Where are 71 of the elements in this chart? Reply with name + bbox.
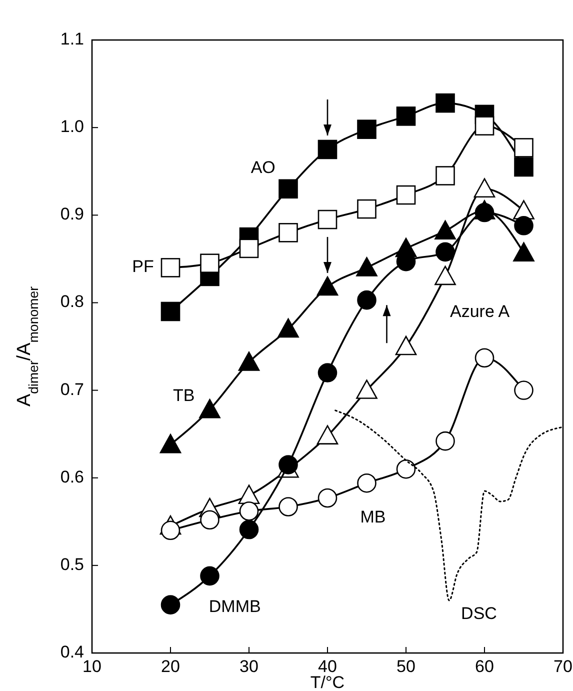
point (199, 398, 220, 418)
point (318, 488, 338, 508)
series-label: PF (132, 257, 154, 276)
x-tick-label: 60 (475, 657, 494, 676)
point (436, 93, 455, 113)
series-label: DMMB (208, 596, 261, 616)
point (238, 352, 260, 371)
point (278, 179, 298, 199)
point (514, 138, 534, 158)
point (318, 363, 338, 382)
point (239, 238, 259, 258)
y-tick-label: 0.6 (60, 467, 84, 486)
point (318, 140, 338, 160)
point (200, 566, 220, 586)
series-label: DSC (461, 604, 497, 623)
point (436, 242, 455, 262)
point (474, 116, 494, 136)
x-tick-label: 20 (161, 657, 180, 676)
point (434, 220, 456, 240)
y-tick-label: 0.4 (60, 642, 84, 662)
point (436, 166, 455, 186)
point (474, 178, 496, 198)
point (474, 202, 494, 222)
point (239, 501, 259, 521)
point (357, 473, 376, 493)
point (396, 459, 416, 479)
point (357, 199, 376, 219)
point (239, 520, 259, 540)
point (357, 290, 376, 310)
point (278, 497, 298, 516)
point (278, 223, 298, 242)
y-tick-label: 1.0 (60, 117, 84, 136)
y-tick-label: 0.5 (60, 554, 84, 574)
series-label: Azure A (450, 302, 510, 321)
y-tick-label: 0.9 (60, 204, 84, 224)
x-axis-title: T/°C (310, 673, 345, 691)
point (160, 434, 182, 454)
point (514, 216, 534, 236)
point (278, 318, 299, 338)
point (160, 302, 180, 322)
series-label: MB (360, 508, 386, 527)
point (514, 157, 534, 177)
point (357, 120, 376, 139)
y-tick-label: 1.1 (60, 29, 84, 48)
point (356, 380, 378, 399)
point (474, 348, 494, 368)
point (278, 455, 298, 474)
x-tick-label: 10 (82, 657, 102, 676)
point (238, 484, 260, 504)
point (316, 425, 338, 444)
point (396, 106, 416, 126)
series-label: AO (250, 158, 276, 178)
x-tick-label: 40 (318, 657, 337, 676)
point (318, 210, 338, 230)
series-label: TB (172, 386, 195, 405)
y-tick-label: 0.7 (60, 380, 84, 399)
x-tick-label: 30 (240, 657, 258, 676)
point (395, 336, 417, 356)
point (356, 257, 378, 276)
point (200, 510, 220, 530)
point (513, 242, 534, 262)
point (316, 276, 338, 296)
x-tick-label: 50 (396, 657, 416, 676)
point (160, 258, 180, 278)
point (200, 254, 220, 273)
point (396, 185, 416, 205)
x-tick-label: 70 (554, 657, 572, 676)
y-tick-label: 0.8 (60, 292, 84, 312)
point (436, 431, 455, 451)
point (160, 595, 180, 614)
point (434, 266, 456, 286)
